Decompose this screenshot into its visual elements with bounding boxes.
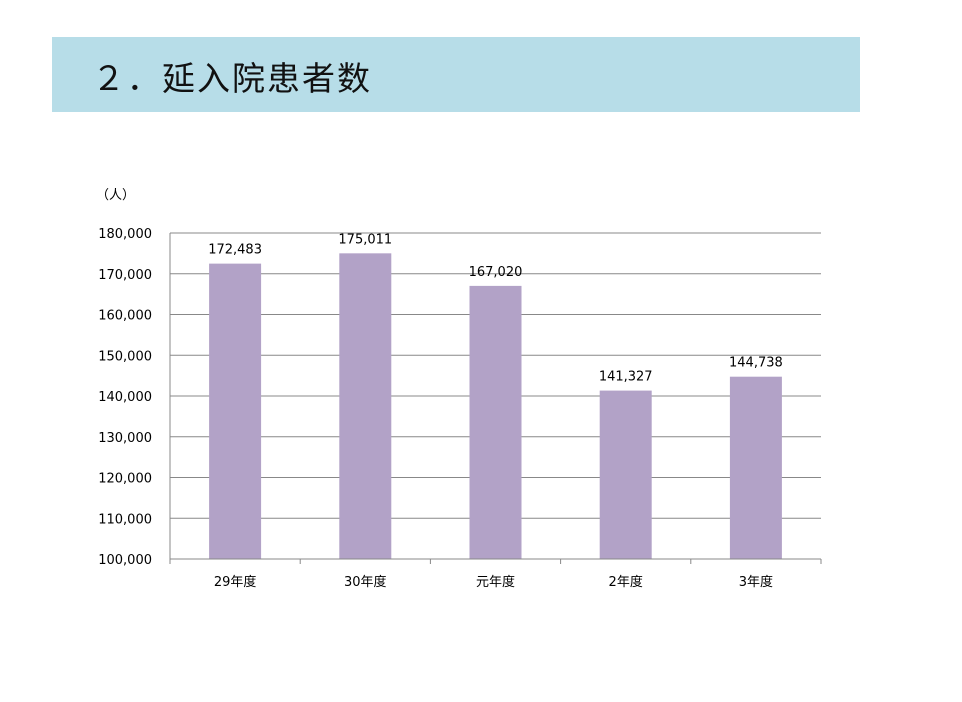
y-tick-label: 100,000 [98, 553, 152, 568]
data-label: 172,483 [208, 243, 262, 258]
x-tick-label: 2年度 [609, 574, 643, 590]
y-unit-label: （人） [96, 188, 136, 203]
x-tick-label: 3年度 [739, 574, 773, 590]
y-tick-label: 110,000 [98, 512, 152, 527]
y-tick-label: 180,000 [98, 227, 152, 242]
y-tick-label: 120,000 [98, 472, 152, 487]
data-label: 167,020 [469, 265, 523, 280]
bar [209, 263, 262, 559]
x-tick-label: 29年度 [214, 574, 257, 590]
y-tick-label: 150,000 [98, 349, 152, 364]
x-tick-labels: 29年度 30年度 元年度 2年度 3年度 [214, 574, 773, 590]
data-label: 175,011 [338, 232, 392, 247]
data-labels: 172,483 175,011 167,020 141,327 144,738 [208, 232, 783, 384]
axes [169, 233, 822, 564]
y-tick-labels: 100,000 110,000 120,000 130,000 140,000 150,0… [98, 227, 152, 568]
data-label: 141,327 [599, 370, 653, 385]
bar [599, 390, 652, 559]
slide-title: ２．延入院患者数 [92, 59, 372, 98]
title-band [52, 37, 860, 112]
y-tick-label: 170,000 [98, 268, 152, 283]
data-label: 144,738 [729, 356, 783, 371]
bar [729, 376, 782, 559]
bar [469, 285, 522, 559]
y-tick-label: 160,000 [98, 309, 152, 324]
x-tick-label: 元年度 [476, 574, 515, 590]
x-tick-label: 30年度 [344, 574, 387, 590]
bars [209, 253, 782, 559]
y-tick-label: 140,000 [98, 390, 152, 405]
bar [339, 253, 392, 559]
y-tick-label: 130,000 [98, 431, 152, 446]
